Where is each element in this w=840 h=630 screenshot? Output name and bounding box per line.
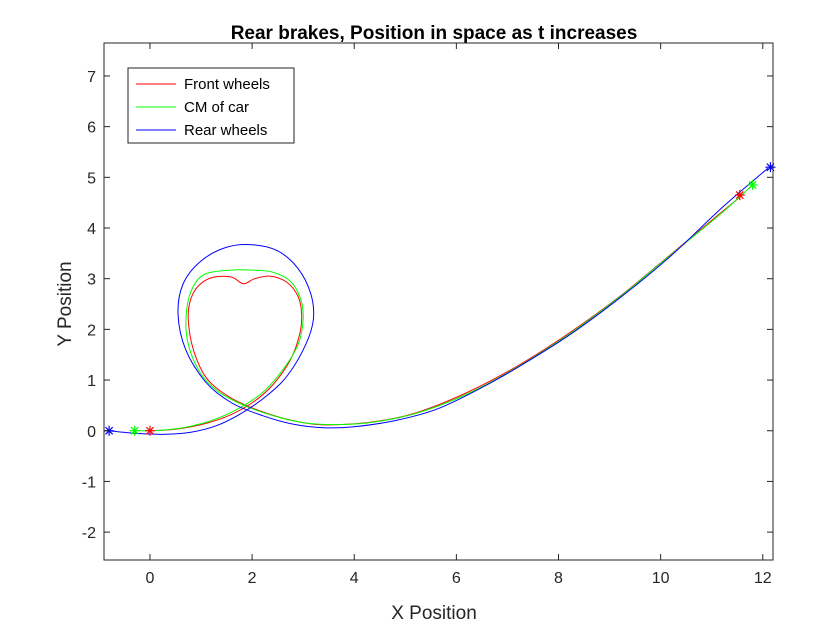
marker-rear-wheels-end — [765, 162, 776, 173]
marker-cm-of-car-start — [129, 425, 140, 436]
chart-title: Rear brakes, Position in space as t incr… — [231, 23, 638, 44]
x-axis-label: X Position — [391, 603, 477, 624]
y-tick-label: -2 — [82, 525, 96, 542]
y-tick-label: 6 — [87, 120, 96, 137]
marker-cm-of-car-end — [747, 179, 758, 190]
marker-layer — [104, 162, 776, 436]
y-tick-label: 5 — [87, 170, 96, 187]
x-tick-label: 6 — [452, 570, 461, 587]
y-tick-label: 0 — [87, 424, 96, 441]
y-tick-label: 3 — [87, 272, 96, 289]
y-tick-label: 2 — [87, 322, 96, 339]
marker-front-wheels-end — [734, 190, 745, 201]
x-tick-label: 0 — [146, 570, 155, 587]
x-tick-label: 4 — [350, 570, 359, 587]
legend: Front wheels CM of car Rear wheels — [127, 67, 295, 144]
legend-label-cm-of-car: CM of car — [184, 99, 249, 116]
x-tick-label: 10 — [652, 570, 670, 587]
x-tick-label: 12 — [754, 570, 772, 587]
plot-frame — [103, 42, 774, 561]
series-layer — [109, 167, 769, 435]
legend-label-front-wheels: Front wheels — [184, 76, 270, 93]
series-line-front-wheels — [149, 194, 743, 432]
y-tick-label: 7 — [87, 69, 96, 86]
y-tick-label: 1 — [87, 373, 96, 390]
legend-label-rear-wheels: Rear wheels — [184, 122, 267, 139]
legend-box — [127, 67, 295, 144]
y-axis-ticks: -2 -1 0 1 2 3 4 5 6 7 — [82, 69, 773, 542]
series-line-rear-wheels — [109, 167, 769, 435]
marker-front-wheels-start — [144, 425, 155, 436]
x-tick-label: 2 — [248, 570, 257, 587]
y-tick-label: 4 — [87, 221, 96, 238]
x-tick-label: 8 — [554, 570, 563, 587]
y-axis-label: Y Position — [55, 261, 76, 346]
y-tick-label: -1 — [82, 474, 96, 491]
x-axis-ticks: 0 2 4 6 8 10 12 — [146, 43, 772, 587]
